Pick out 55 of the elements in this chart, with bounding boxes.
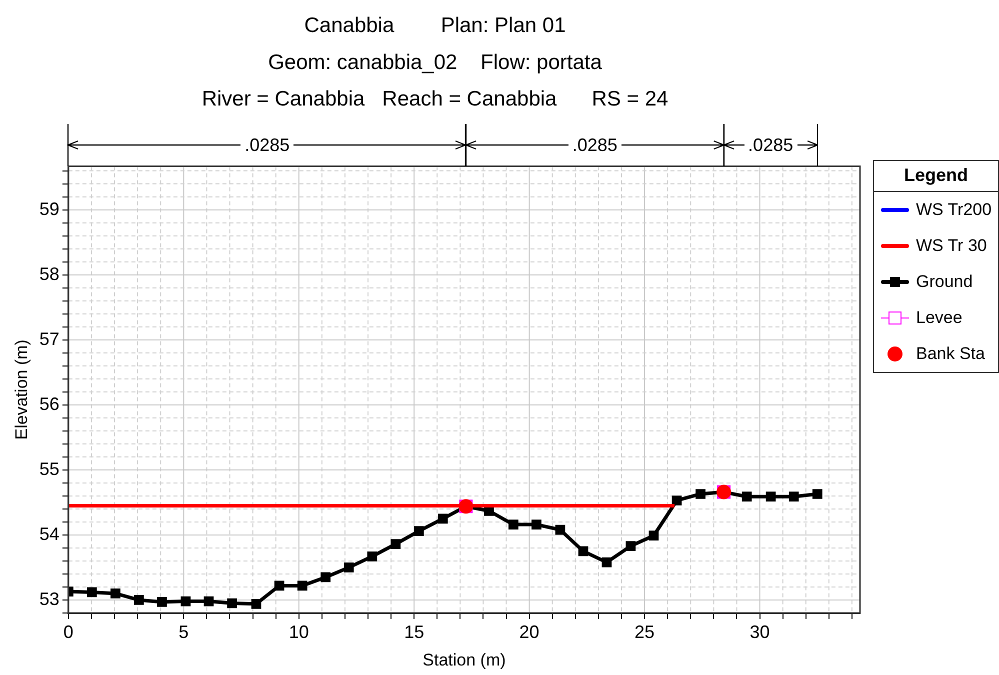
point [742,492,752,502]
y-tick-label: 54 [39,524,60,544]
x-tick-label: 0 [63,622,74,642]
legend-label: Levee [916,308,962,328]
point [672,496,682,506]
point [532,520,542,530]
point [320,572,331,582]
point [251,598,262,609]
point [86,587,97,598]
y-tick-label: 58 [39,264,60,284]
point [414,526,424,536]
point [555,524,566,535]
y-tick-label: 55 [39,458,60,479]
legend-label: WS Tr 30 [916,236,987,256]
point [696,489,706,499]
text: .0285 [240,134,294,156]
point [438,514,448,524]
legend-label: WS Tr200 [916,200,992,220]
point [578,546,588,556]
x-tick-label: 20 [519,622,540,642]
y-tick-label: 56 [39,394,60,414]
point [626,541,636,551]
text: .0285 [568,134,622,156]
y-tick-label: 59 [39,198,60,219]
x-tick-label: 15 [404,622,424,642]
point [812,489,822,499]
point [648,530,659,541]
point [274,580,284,591]
point [134,595,144,605]
y-tick-label: 57 [39,328,60,349]
point [204,596,214,606]
x-tick-label: 10 [288,622,309,642]
point [390,539,401,549]
point [227,598,237,608]
x-tick-label: 30 [750,622,770,642]
legend-title: Legend [874,161,998,192]
point [297,580,308,591]
text: .0285 [744,134,798,156]
point [788,492,799,502]
legend-label: Bank Sta [916,344,985,364]
point [110,588,120,598]
x-tick-label: 25 [634,622,655,642]
y-tick-label: 53 [39,588,60,609]
point [157,597,167,607]
point [367,551,378,562]
point [180,596,191,606]
chart-title: Canabbia Plan: Plan 01 Geom: canabbia_02 Flow: portata River = Canabbia Reach = Canabbia RS = 24 [202,14,668,111]
point [602,557,612,568]
legend-label: Ground [916,272,973,292]
point [508,520,518,530]
point [766,492,776,502]
point [344,562,354,572]
y-axis-title: Elevation (m) [12,340,31,440]
x-axis-title: Station (m) [422,650,506,670]
x-tick-label: 5 [178,622,189,642]
